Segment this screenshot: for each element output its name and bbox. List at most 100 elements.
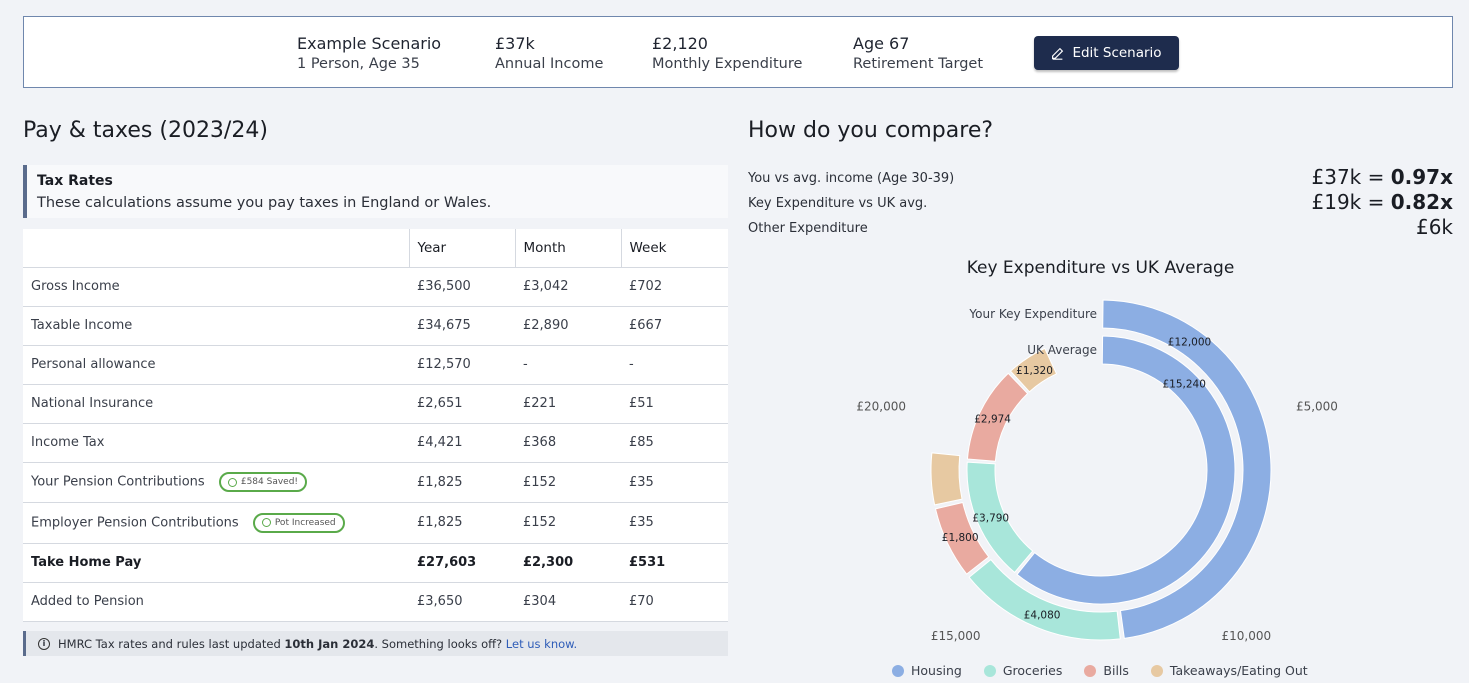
- legend-label: Takeaways/Eating Out: [1169, 663, 1308, 678]
- compare-value: £19k = 0.82x: [1312, 190, 1454, 214]
- chart-segment: [934, 501, 990, 575]
- compare-ratio: 0.82x: [1390, 190, 1453, 214]
- pay-table-header: Year Month Week: [23, 229, 728, 268]
- chart-legend: Housing Groceries Bills Takeaways/Eating…: [892, 663, 1308, 678]
- legend-item[interactable]: Housing: [892, 663, 962, 678]
- chart-data-label: £2,974: [974, 413, 1011, 425]
- note-text: HMRC Tax rates and rules last updated 10…: [58, 637, 577, 651]
- edit-scenario-label: Edit Scenario: [1072, 45, 1162, 61]
- row-label: Income Tax: [23, 423, 409, 463]
- scenario-sub: 1 Person, Age 35: [297, 56, 420, 72]
- row-month: £152: [515, 462, 621, 503]
- tax-rates-info: Tax Rates These calculations assume you …: [23, 165, 728, 218]
- expenditure-radial-chart: £12,000 £4,080 £1,800 Your Key Expenditure £…: [856, 299, 1338, 643]
- legend-label: Groceries: [1002, 663, 1063, 678]
- table-row: Personal allowance £12,570 - -: [23, 345, 728, 385]
- row-month: £221: [515, 384, 621, 424]
- tick-label: £20,000: [856, 400, 906, 414]
- legend-item[interactable]: Takeaways/Eating Out: [1150, 663, 1308, 678]
- row-year: £1,825: [409, 462, 515, 503]
- pension-saved-badge: £584 Saved!: [218, 472, 308, 493]
- row-week: £667: [621, 306, 728, 346]
- legend-dot: [983, 664, 996, 677]
- annual-income-stat: £37k Annual Income: [495, 34, 603, 74]
- chart-data-label: £3,790: [972, 512, 1009, 524]
- row-month: -: [515, 345, 621, 385]
- compare-eq: =: [1361, 165, 1391, 189]
- compare-eq: =: [1361, 190, 1391, 214]
- chart-segment: [1016, 335, 1236, 605]
- legend-label: Housing: [911, 663, 962, 678]
- chart-segment: [966, 461, 1034, 574]
- compare-amount: £37k: [1311, 165, 1362, 189]
- row-year: £12,570: [409, 345, 515, 385]
- note-mid: . Something looks off?: [374, 636, 506, 651]
- retirement-target-value: Age 67: [853, 34, 910, 53]
- chart-segment: [1102, 299, 1272, 639]
- pencil-icon: [1052, 47, 1064, 60]
- info-icon: i: [38, 637, 50, 650]
- chart-segment: [966, 372, 1029, 462]
- compare-amount: £6k: [1415, 215, 1453, 239]
- tick-label: £5,000: [1296, 400, 1338, 414]
- tax-rates-title: Tax Rates: [37, 173, 113, 189]
- row-label: National Insurance: [23, 384, 409, 424]
- row-week: £531: [621, 543, 728, 583]
- row-year: £3,650: [409, 582, 515, 622]
- scenario-name: Example Scenario: [297, 34, 442, 53]
- row-label: Gross Income: [23, 267, 409, 307]
- compare-value: £6k: [1416, 215, 1453, 239]
- compare-label: You vs avg. income (Age 30-39): [748, 171, 955, 186]
- compare-amount: £19k: [1311, 190, 1362, 214]
- table-row: National Insurance £2,651 £221 £51: [23, 384, 728, 424]
- row-year: £27,603: [409, 543, 515, 583]
- table-row: Your Pension Contributions £584 Saved! £…: [23, 462, 728, 503]
- chart-data-label: £12,000: [1168, 337, 1211, 349]
- tick-label: £10,000: [1221, 629, 1271, 643]
- table-row: Taxable Income £34,675 £2,890 £667: [23, 306, 728, 346]
- table-row: Added to Pension £3,650 £304 £70: [23, 582, 728, 622]
- row-label: Added to Pension: [23, 582, 409, 622]
- badge-label: £584 Saved!: [240, 477, 299, 488]
- retirement-target-label: Retirement Target: [853, 56, 984, 72]
- row-week: £35: [621, 462, 728, 503]
- edit-scenario-button[interactable]: Edit Scenario: [1034, 36, 1179, 70]
- pay-table: Year Month Week Gross Income £36,500 £3,…: [23, 229, 728, 622]
- header-blank: [23, 229, 409, 268]
- retirement-target-stat: Age 67 Retirement Target: [853, 34, 983, 74]
- monthly-expenditure-label: Monthly Expenditure: [652, 56, 803, 72]
- legend-dot: [1150, 664, 1163, 677]
- row-month: £2,890: [515, 306, 621, 346]
- row-month: £368: [515, 423, 621, 463]
- series-label: UK Average: [1027, 343, 1097, 357]
- row-label: Your Pension Contributions: [31, 474, 205, 490]
- pay-taxes-title: Pay & taxes (2023/24): [23, 118, 268, 143]
- pot-increased-badge: Pot Increased: [252, 512, 345, 533]
- let-us-know-link[interactable]: Let us know.: [505, 636, 578, 651]
- chart-segment: [1009, 347, 1058, 393]
- monthly-expenditure-value: £2,120: [652, 34, 708, 53]
- row-label-cell: Your Pension Contributions £584 Saved!: [23, 462, 409, 503]
- chart-segment: [968, 558, 1121, 641]
- row-label: Employer Pension Contributions: [31, 515, 239, 531]
- annual-income-label: Annual Income: [495, 56, 604, 72]
- col-week: Week: [620, 229, 728, 268]
- legend-dot: [892, 664, 904, 677]
- table-row: Gross Income £36,500 £3,042 £702: [23, 267, 728, 307]
- row-week: -: [621, 345, 728, 385]
- row-year: £1,825: [409, 502, 515, 544]
- row-week: £35: [621, 502, 728, 544]
- row-week: £51: [621, 384, 728, 424]
- chart-data-label: £1,800: [942, 532, 979, 544]
- tick-label: £15,000: [931, 629, 981, 643]
- chart-title: Key Expenditure vs UK Average: [966, 258, 1235, 278]
- row-label: Taxable Income: [23, 306, 409, 346]
- col-month: Month: [514, 229, 621, 268]
- hmrc-note: i HMRC Tax rates and rules last updated …: [23, 631, 728, 656]
- legend-item[interactable]: Bills: [1084, 663, 1129, 678]
- chart-segment: [930, 452, 963, 506]
- table-row: Income Tax £4,421 £368 £85: [23, 423, 728, 463]
- check-circle-icon: [227, 477, 237, 487]
- monthly-expenditure-stat: £2,120 Monthly Expenditure: [652, 34, 802, 74]
- legend-item[interactable]: Groceries: [983, 663, 1063, 678]
